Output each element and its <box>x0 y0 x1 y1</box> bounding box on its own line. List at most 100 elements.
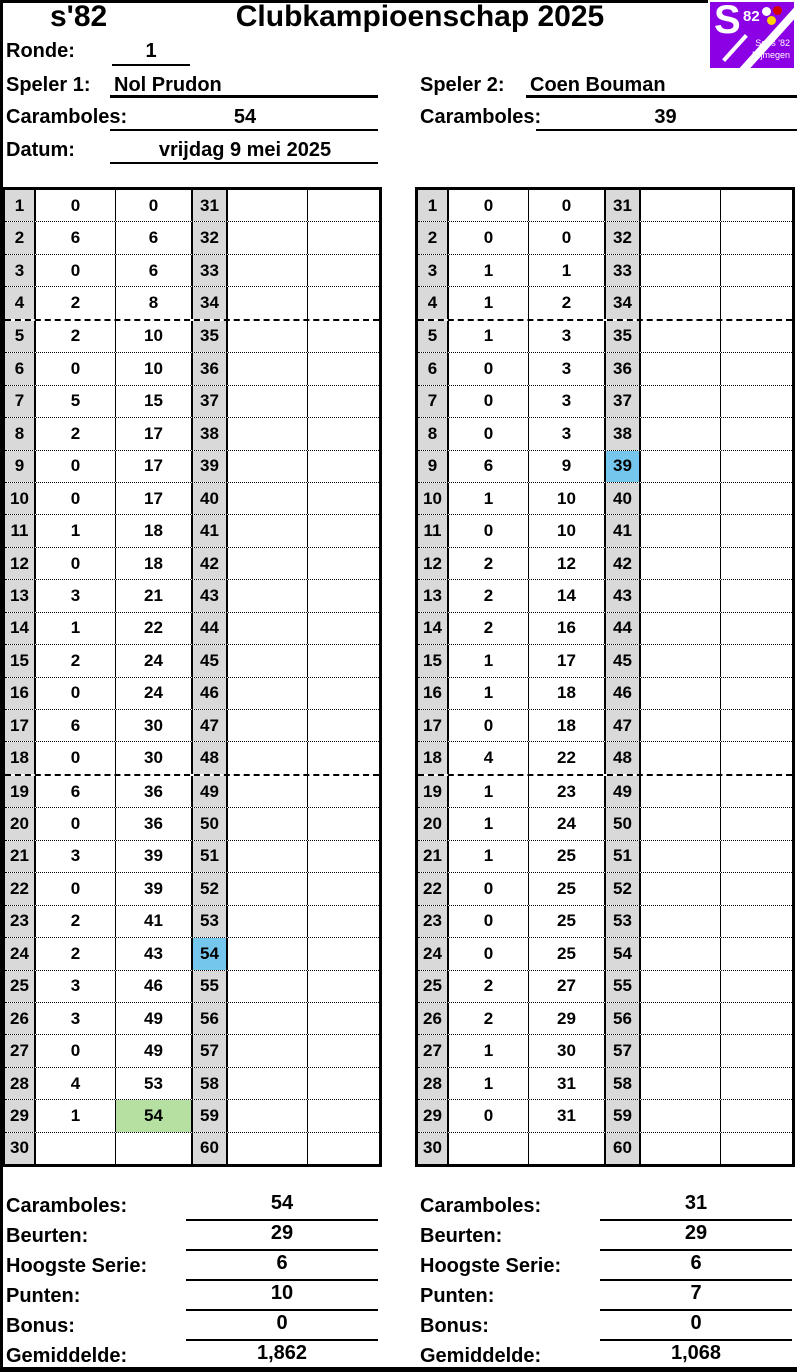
cumulative-cell[interactable] <box>721 645 792 676</box>
cumulative-cell[interactable]: 3 <box>529 320 606 353</box>
score-cell[interactable] <box>641 287 721 319</box>
cumulative-cell[interactable]: 30 <box>116 710 193 742</box>
cumulative-cell[interactable] <box>308 645 379 676</box>
score-cell[interactable]: 0 <box>449 1100 529 1132</box>
score-cell[interactable]: 0 <box>449 938 529 970</box>
cumulative-cell[interactable] <box>308 451 379 482</box>
cumulative-cell[interactable]: 24 <box>116 677 193 709</box>
caramboles2-value[interactable]: 39 <box>654 106 677 128</box>
score-cell[interactable]: 0 <box>449 418 529 450</box>
cumulative-cell[interactable]: 21 <box>116 580 193 612</box>
score-cell[interactable]: 0 <box>449 222 529 254</box>
score-cell[interactable] <box>228 808 308 840</box>
cumulative-cell[interactable] <box>721 287 792 318</box>
cumulative-cell[interactable]: 12 <box>529 547 606 580</box>
score-cell[interactable] <box>641 808 721 840</box>
score-cell[interactable] <box>641 190 721 222</box>
cumulative-cell[interactable]: 30 <box>116 742 193 774</box>
cumulative-cell[interactable]: 30 <box>529 1035 606 1067</box>
score-cell[interactable] <box>641 1067 721 1100</box>
score-cell[interactable]: 1 <box>449 775 529 808</box>
cumulative-cell[interactable]: 25 <box>529 873 606 905</box>
score-cell[interactable]: 0 <box>449 710 529 742</box>
score-cell[interactable]: 0 <box>36 1035 116 1067</box>
cumulative-cell[interactable] <box>308 321 379 352</box>
cumulative-cell[interactable] <box>308 1100 379 1131</box>
cumulative-cell[interactable] <box>308 1035 379 1066</box>
score-cell[interactable] <box>36 1132 116 1165</box>
score-cell[interactable] <box>228 287 308 319</box>
cumulative-cell[interactable] <box>721 483 792 514</box>
cumulative-cell[interactable] <box>308 938 379 969</box>
cumulative-cell[interactable] <box>308 287 379 318</box>
cumulative-cell[interactable]: 18 <box>116 547 193 580</box>
cumulative-cell[interactable] <box>308 678 379 709</box>
score-cell[interactable]: 0 <box>449 353 529 385</box>
score-cell[interactable] <box>641 418 721 450</box>
score-cell[interactable]: 2 <box>36 938 116 970</box>
score-cell[interactable] <box>641 873 721 905</box>
cumulative-cell[interactable] <box>308 548 379 579</box>
score-cell[interactable] <box>641 938 721 970</box>
cumulative-cell[interactable] <box>721 353 792 384</box>
cumulative-cell[interactable]: 17 <box>116 418 193 450</box>
score-cell[interactable]: 2 <box>449 547 529 580</box>
score-cell[interactable]: 0 <box>36 353 116 385</box>
cumulative-cell[interactable]: 1 <box>529 254 606 287</box>
score-cell[interactable]: 3 <box>36 580 116 612</box>
cumulative-cell[interactable] <box>529 1132 606 1165</box>
score-cell[interactable]: 0 <box>36 450 116 482</box>
cumulative-cell[interactable] <box>308 613 379 644</box>
score-cell[interactable]: 6 <box>36 222 116 254</box>
cumulative-cell[interactable]: 10 <box>116 320 193 353</box>
cumulative-cell[interactable]: 10 <box>529 515 606 547</box>
cumulative-cell[interactable] <box>721 971 792 1002</box>
caramboles1-value[interactable]: 54 <box>233 106 257 128</box>
score-cell[interactable] <box>641 1035 721 1067</box>
cumulative-cell[interactable] <box>308 1133 379 1164</box>
score-cell[interactable] <box>228 612 308 645</box>
score-cell[interactable]: 2 <box>36 287 116 319</box>
score-cell[interactable] <box>228 775 308 808</box>
cumulative-cell[interactable] <box>721 255 792 286</box>
score-cell[interactable] <box>641 320 721 353</box>
cumulative-cell[interactable] <box>308 1068 379 1099</box>
score-cell[interactable] <box>641 677 721 709</box>
score-cell[interactable]: 0 <box>36 808 116 840</box>
score-cell[interactable]: 2 <box>36 905 116 938</box>
cumulative-cell[interactable] <box>308 580 379 611</box>
cumulative-cell[interactable] <box>308 742 379 773</box>
cumulative-cell[interactable]: 24 <box>116 645 193 677</box>
cumulative-cell[interactable]: 22 <box>116 612 193 645</box>
score-cell[interactable] <box>228 938 308 970</box>
score-cell[interactable] <box>449 1132 529 1165</box>
cumulative-cell[interactable]: 17 <box>116 482 193 515</box>
score-cell[interactable] <box>228 1100 308 1132</box>
score-cell[interactable] <box>228 450 308 482</box>
cumulative-cell[interactable] <box>308 190 379 221</box>
score-cell[interactable] <box>641 742 721 774</box>
cumulative-cell[interactable] <box>308 515 379 546</box>
cumulative-cell[interactable] <box>721 190 792 221</box>
cumulative-cell[interactable] <box>721 1133 792 1164</box>
cumulative-cell[interactable] <box>721 841 792 872</box>
cumulative-cell[interactable] <box>721 678 792 709</box>
score-cell[interactable]: 3 <box>36 1002 116 1035</box>
score-cell[interactable]: 0 <box>449 190 529 222</box>
score-cell[interactable]: 1 <box>449 254 529 287</box>
score-cell[interactable] <box>641 905 721 938</box>
cumulative-cell[interactable] <box>721 1100 792 1131</box>
score-cell[interactable]: 1 <box>36 515 116 547</box>
cumulative-cell[interactable]: 8 <box>116 287 193 319</box>
speler1-name[interactable]: Nol Prudon <box>114 74 222 96</box>
cumulative-cell[interactable]: 25 <box>529 905 606 938</box>
cumulative-cell[interactable] <box>308 255 379 286</box>
score-cell[interactable]: 0 <box>449 905 529 938</box>
score-cell[interactable] <box>641 1132 721 1165</box>
score-cell[interactable] <box>641 710 721 742</box>
cumulative-cell[interactable] <box>721 418 792 449</box>
score-cell[interactable]: 0 <box>36 190 116 222</box>
cumulative-cell[interactable] <box>308 386 379 417</box>
score-cell[interactable] <box>641 515 721 547</box>
speler2-name[interactable]: Coen Bouman <box>530 74 666 96</box>
